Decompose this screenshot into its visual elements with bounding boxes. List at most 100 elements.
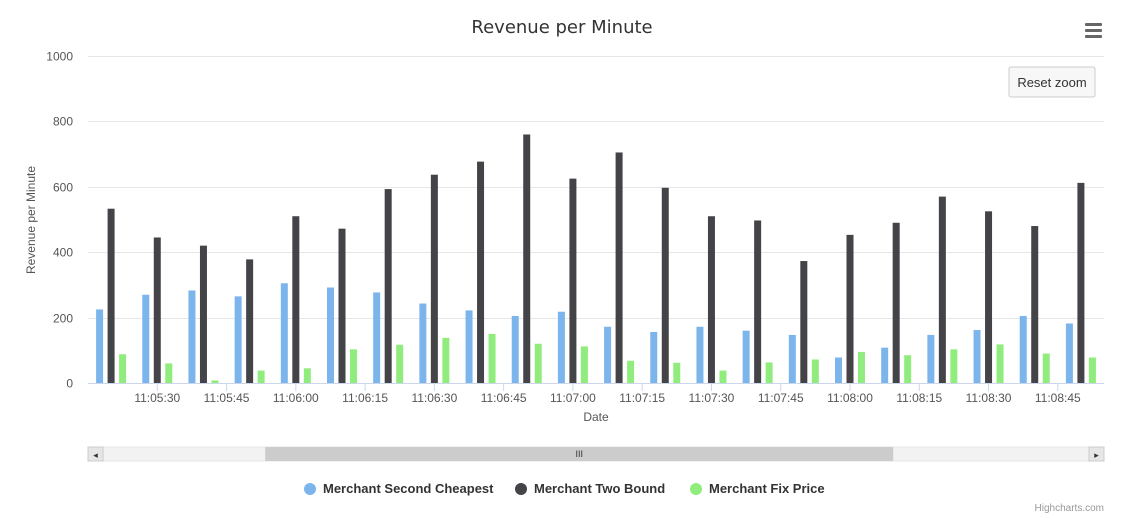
legend-label: Merchant Two Bound bbox=[534, 481, 665, 496]
bar[interactable] bbox=[488, 333, 496, 383]
bar[interactable] bbox=[384, 189, 392, 383]
bar[interactable] bbox=[280, 283, 288, 383]
y-tick-label: 400 bbox=[53, 246, 73, 260]
bar[interactable] bbox=[1077, 182, 1085, 383]
bar[interactable] bbox=[696, 326, 704, 383]
bar[interactable] bbox=[938, 196, 946, 383]
bar[interactable] bbox=[707, 216, 715, 383]
reset-zoom-button[interactable]: Reset zoom bbox=[1008, 66, 1096, 98]
bar[interactable] bbox=[996, 344, 1004, 383]
bar[interactable] bbox=[153, 237, 161, 383]
legend-label: Merchant Fix Price bbox=[709, 481, 825, 496]
bar[interactable] bbox=[892, 222, 900, 383]
scroll-right-button[interactable]: ▸ bbox=[1088, 446, 1105, 462]
bar[interactable] bbox=[1019, 315, 1027, 383]
x-tick-label: 11:08:45 bbox=[1035, 391, 1081, 405]
bar[interactable] bbox=[811, 359, 819, 383]
bar[interactable] bbox=[511, 315, 519, 383]
bar[interactable] bbox=[523, 134, 531, 383]
bar[interactable] bbox=[1065, 323, 1073, 383]
bar[interactable] bbox=[661, 187, 669, 383]
y-axis-title: Revenue per Minute bbox=[24, 166, 38, 274]
bar[interactable] bbox=[211, 380, 219, 383]
bar[interactable] bbox=[107, 208, 115, 383]
bar[interactable] bbox=[327, 287, 334, 383]
x-tick-label: 11:07:45 bbox=[758, 391, 804, 405]
bar[interactable] bbox=[858, 351, 865, 383]
bar[interactable] bbox=[338, 228, 346, 383]
legend-symbol bbox=[515, 483, 527, 495]
bar[interactable] bbox=[765, 362, 773, 383]
bar[interactable] bbox=[569, 178, 577, 384]
y-tick-label: 800 bbox=[53, 115, 73, 129]
bar[interactable] bbox=[257, 370, 265, 383]
bar[interactable] bbox=[246, 259, 254, 383]
bar[interactable] bbox=[142, 294, 150, 383]
bar[interactable] bbox=[788, 334, 796, 383]
bar[interactable] bbox=[742, 330, 750, 383]
bar[interactable] bbox=[119, 354, 127, 383]
x-axis-title: Date bbox=[583, 410, 609, 424]
chart-title: Revenue per Minute bbox=[471, 17, 652, 38]
bar[interactable] bbox=[188, 290, 196, 383]
bar[interactable] bbox=[927, 334, 935, 383]
scrollbar-thumb[interactable] bbox=[265, 447, 894, 461]
scroll-left-button[interactable]: ◂ bbox=[87, 446, 104, 462]
credits-link[interactable]: Highcharts.com bbox=[1035, 503, 1104, 514]
x-tick-label: 11:08:30 bbox=[966, 391, 1012, 405]
bar[interactable] bbox=[199, 245, 207, 383]
bar[interactable] bbox=[719, 370, 727, 383]
bar[interactable] bbox=[465, 310, 473, 383]
legend-item[interactable]: Merchant Second Cheapest bbox=[304, 481, 494, 496]
bar[interactable] bbox=[303, 368, 311, 383]
bar[interactable] bbox=[604, 326, 612, 383]
scroll-right-arrow-icon: ▸ bbox=[1094, 451, 1099, 461]
bar[interactable] bbox=[904, 355, 912, 383]
bar[interactable] bbox=[800, 261, 808, 383]
bar[interactable] bbox=[615, 152, 623, 383]
bar[interactable] bbox=[673, 362, 681, 383]
x-tick-label: 11:07:30 bbox=[689, 391, 735, 405]
hamburger-menu-icon[interactable] bbox=[1080, 18, 1106, 42]
x-tick-label: 11:08:15 bbox=[896, 391, 942, 405]
bar[interactable] bbox=[534, 343, 542, 383]
bar[interactable] bbox=[1088, 357, 1096, 383]
bar[interactable] bbox=[835, 357, 842, 383]
bar[interactable] bbox=[419, 303, 427, 383]
bar[interactable] bbox=[234, 296, 242, 383]
scrollbar[interactable]: ◂ ▸ III bbox=[87, 446, 1105, 462]
bar[interactable] bbox=[477, 161, 485, 383]
bar[interactable] bbox=[96, 309, 104, 383]
bar[interactable] bbox=[430, 174, 438, 383]
y-axis-ticks: 0 200 400 600 800 1000 bbox=[46, 50, 73, 391]
bar[interactable] bbox=[396, 344, 404, 383]
bar[interactable] bbox=[350, 349, 357, 383]
bar[interactable] bbox=[754, 220, 762, 383]
bar[interactable] bbox=[580, 346, 588, 383]
bar[interactable] bbox=[557, 311, 565, 383]
legend-item[interactable]: Merchant Fix Price bbox=[690, 481, 825, 496]
y-tick-label: 1000 bbox=[46, 50, 73, 64]
scroll-left-arrow-icon: ◂ bbox=[93, 451, 98, 461]
bar[interactable] bbox=[950, 349, 958, 383]
legend-item[interactable]: Merchant Two Bound bbox=[515, 481, 665, 496]
legend-label: Merchant Second Cheapest bbox=[323, 481, 494, 496]
y-tick-label: 200 bbox=[53, 312, 73, 326]
bar[interactable] bbox=[881, 347, 889, 383]
bar[interactable] bbox=[627, 360, 635, 383]
bar[interactable] bbox=[985, 211, 993, 383]
bar[interactable] bbox=[442, 337, 450, 383]
x-tick-label: 11:07:00 bbox=[550, 391, 596, 405]
y-tick-label: 600 bbox=[53, 181, 73, 195]
x-tick-label: 11:07:15 bbox=[619, 391, 665, 405]
bar[interactable] bbox=[973, 330, 981, 383]
bar[interactable] bbox=[1042, 353, 1050, 383]
bar[interactable] bbox=[292, 216, 300, 383]
x-axis-ticks: 11:05:30 11:05:45 11:06:00 11:06:15 11:06:30… bbox=[134, 383, 1081, 405]
bar[interactable] bbox=[373, 292, 381, 383]
bar[interactable] bbox=[1031, 226, 1039, 383]
legend-symbol bbox=[690, 483, 702, 495]
bar[interactable] bbox=[846, 234, 854, 383]
bar[interactable] bbox=[650, 331, 658, 383]
bar[interactable] bbox=[165, 363, 173, 383]
